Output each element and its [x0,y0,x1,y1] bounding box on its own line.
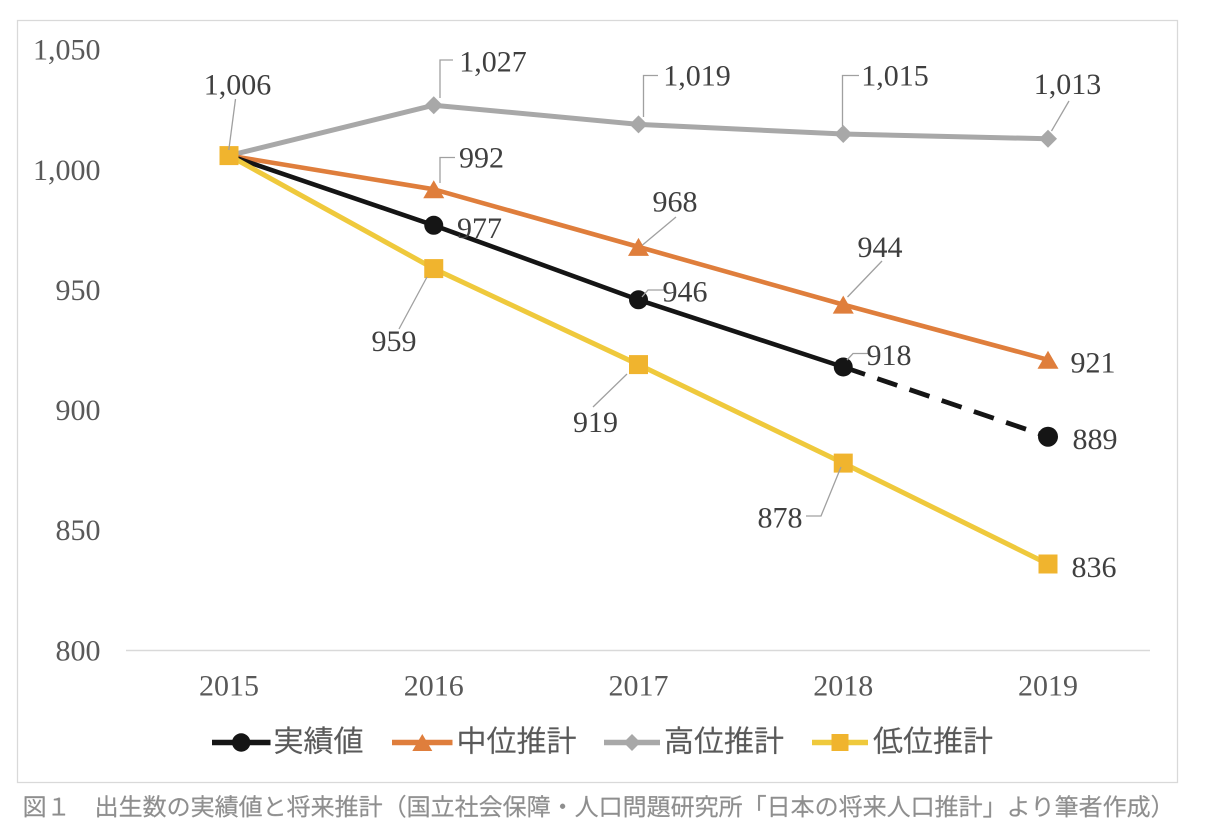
svg-text:850: 850 [56,514,101,547]
svg-text:992: 992 [459,141,504,174]
svg-text:946: 946 [663,275,708,308]
svg-text:1,006: 1,006 [204,68,272,101]
svg-text:959: 959 [372,325,417,358]
svg-text:2017: 2017 [609,669,669,702]
svg-text:2015: 2015 [199,669,259,702]
svg-text:900: 900 [56,394,101,427]
svg-text:950: 950 [56,274,101,307]
svg-text:1,050: 1,050 [33,34,101,67]
svg-text:878: 878 [758,501,803,534]
svg-text:1,015: 1,015 [861,59,929,92]
svg-text:836: 836 [1072,551,1117,584]
svg-text:800: 800 [56,634,101,667]
svg-text:1,027: 1,027 [459,45,527,78]
svg-text:1,019: 1,019 [663,59,731,92]
svg-text:977: 977 [457,212,502,245]
svg-text:1,000: 1,000 [33,154,101,187]
svg-text:2019: 2019 [1018,669,1078,702]
svg-text:2018: 2018 [813,669,873,702]
svg-text:921: 921 [1071,346,1116,379]
svg-text:944: 944 [858,231,903,264]
svg-text:2016: 2016 [404,669,464,702]
svg-text:889: 889 [1073,423,1118,456]
svg-text:918: 918 [867,339,912,372]
svg-text:1,013: 1,013 [1034,68,1102,101]
svg-text:919: 919 [573,406,618,439]
svg-text:968: 968 [653,185,698,218]
